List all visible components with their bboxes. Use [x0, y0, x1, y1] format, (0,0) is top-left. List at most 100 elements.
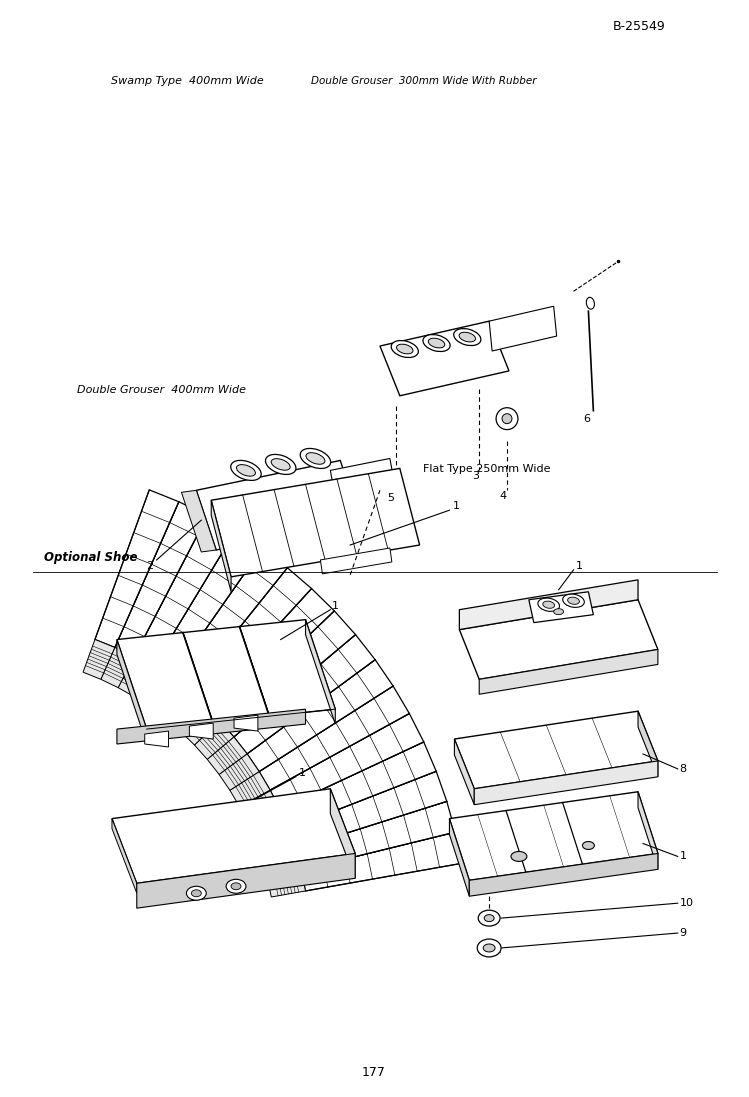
Ellipse shape: [271, 459, 290, 471]
Polygon shape: [256, 829, 295, 860]
Polygon shape: [479, 649, 658, 694]
Ellipse shape: [454, 329, 481, 346]
Text: 1: 1: [452, 501, 459, 511]
Text: 10: 10: [680, 898, 694, 908]
Polygon shape: [135, 667, 171, 708]
Polygon shape: [181, 490, 216, 552]
Text: 1: 1: [299, 768, 306, 778]
Polygon shape: [638, 711, 658, 777]
Polygon shape: [638, 792, 658, 869]
Polygon shape: [474, 761, 658, 805]
Polygon shape: [195, 721, 234, 759]
Polygon shape: [267, 870, 306, 897]
Polygon shape: [455, 739, 474, 805]
Polygon shape: [240, 790, 280, 824]
Text: 4: 4: [500, 491, 506, 501]
Ellipse shape: [477, 939, 501, 957]
Text: 177: 177: [362, 1066, 386, 1078]
Ellipse shape: [554, 609, 563, 614]
Polygon shape: [183, 633, 216, 731]
Polygon shape: [188, 568, 312, 705]
Polygon shape: [295, 802, 455, 870]
Polygon shape: [301, 833, 462, 891]
Polygon shape: [234, 715, 258, 731]
Ellipse shape: [568, 597, 580, 604]
Polygon shape: [330, 459, 395, 497]
Polygon shape: [207, 737, 247, 774]
Text: 8: 8: [680, 764, 687, 773]
Polygon shape: [153, 531, 262, 679]
Ellipse shape: [306, 453, 325, 464]
Ellipse shape: [586, 297, 595, 309]
Ellipse shape: [391, 340, 419, 358]
Ellipse shape: [538, 598, 560, 611]
Polygon shape: [134, 516, 235, 667]
Polygon shape: [489, 306, 557, 351]
Polygon shape: [262, 849, 301, 879]
Polygon shape: [117, 709, 306, 744]
Polygon shape: [280, 742, 436, 829]
Polygon shape: [145, 731, 169, 747]
Text: 9: 9: [680, 928, 687, 938]
Polygon shape: [196, 461, 360, 550]
Text: 5: 5: [387, 494, 395, 504]
Text: 1: 1: [333, 601, 339, 611]
Polygon shape: [455, 711, 658, 789]
Ellipse shape: [583, 841, 595, 849]
Polygon shape: [211, 468, 419, 577]
Ellipse shape: [502, 414, 512, 423]
Polygon shape: [234, 634, 375, 754]
Ellipse shape: [428, 338, 445, 348]
Ellipse shape: [511, 851, 527, 861]
Text: 3: 3: [472, 472, 479, 482]
Polygon shape: [470, 853, 658, 896]
Ellipse shape: [562, 595, 584, 608]
Polygon shape: [219, 611, 356, 737]
Ellipse shape: [423, 335, 450, 351]
Polygon shape: [247, 659, 393, 771]
Polygon shape: [259, 686, 410, 790]
Text: Swamp Type  400mm Wide: Swamp Type 400mm Wide: [111, 77, 264, 87]
Polygon shape: [204, 588, 334, 721]
Polygon shape: [115, 501, 207, 657]
Polygon shape: [95, 490, 179, 647]
Polygon shape: [117, 640, 147, 744]
Polygon shape: [137, 853, 355, 908]
Polygon shape: [459, 580, 638, 630]
Polygon shape: [112, 818, 137, 893]
Polygon shape: [211, 500, 231, 591]
Text: 2: 2: [146, 561, 154, 570]
Text: B-25549: B-25549: [613, 20, 665, 33]
Ellipse shape: [237, 465, 255, 476]
Polygon shape: [306, 620, 336, 724]
Polygon shape: [449, 818, 470, 896]
Ellipse shape: [496, 408, 518, 430]
Polygon shape: [330, 789, 355, 879]
Ellipse shape: [483, 945, 495, 952]
Text: Optional Shoe: Optional Shoe: [43, 551, 137, 564]
Ellipse shape: [231, 883, 241, 890]
Polygon shape: [171, 548, 288, 692]
Text: Double Grouser  300mm Wide With Rubber: Double Grouser 300mm Wide With Rubber: [312, 77, 537, 87]
Polygon shape: [101, 647, 134, 688]
Ellipse shape: [484, 915, 494, 921]
Ellipse shape: [226, 880, 246, 893]
Polygon shape: [189, 723, 213, 739]
Polygon shape: [83, 640, 115, 679]
Ellipse shape: [543, 601, 554, 609]
Polygon shape: [181, 705, 219, 745]
Ellipse shape: [300, 449, 330, 468]
Text: Double Grouser  400mm Wide: Double Grouser 400mm Wide: [77, 385, 246, 395]
Ellipse shape: [231, 461, 261, 480]
Polygon shape: [321, 548, 392, 574]
Polygon shape: [240, 626, 273, 724]
Polygon shape: [380, 321, 509, 396]
Text: 6: 6: [583, 414, 590, 423]
Ellipse shape: [191, 890, 201, 896]
Polygon shape: [459, 600, 658, 679]
Polygon shape: [118, 657, 153, 697]
Polygon shape: [249, 810, 288, 841]
Ellipse shape: [396, 344, 413, 354]
Polygon shape: [151, 679, 188, 719]
Polygon shape: [529, 591, 593, 623]
